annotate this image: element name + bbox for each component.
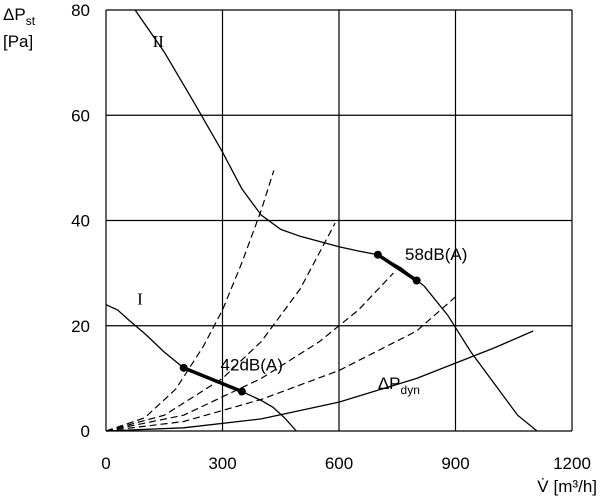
x-tick-label: 0 bbox=[101, 454, 110, 473]
y-tick-label: 40 bbox=[71, 212, 90, 231]
x-tick-label: 600 bbox=[325, 454, 353, 473]
operating-point-0-1 bbox=[412, 276, 421, 285]
y-tick-label: 60 bbox=[71, 106, 90, 125]
series-label: II bbox=[153, 32, 165, 51]
highlight-segment-1 bbox=[183, 366, 243, 394]
highlight-segment-0 bbox=[376, 253, 418, 282]
y-axis-unit: [Pa] bbox=[3, 32, 33, 51]
operating-point-1-0 bbox=[179, 363, 188, 372]
highlight-segments bbox=[179, 250, 421, 396]
curve-II bbox=[134, 9, 538, 432]
x-tick-label: 900 bbox=[441, 454, 469, 473]
dashed-curve-5 bbox=[105, 272, 394, 432]
x-axis-symbol: V̇ bbox=[537, 477, 549, 496]
operating-point-1-1 bbox=[237, 387, 246, 396]
dashed-curve-3 bbox=[105, 170, 275, 432]
x-tick-labels: 0 300 600 900 1200 bbox=[101, 454, 591, 473]
grid bbox=[105, 9, 573, 432]
y-axis-symbol-sub: st bbox=[26, 14, 36, 28]
series-label: ΔPdyn bbox=[378, 374, 420, 397]
dashed-curve-4 bbox=[105, 222, 336, 432]
curve-ΔPdyn bbox=[105, 330, 534, 432]
dashed-curve-6 bbox=[105, 296, 456, 432]
x-tick-label: 1200 bbox=[553, 454, 591, 473]
y-axis-symbol-main: ΔP bbox=[3, 5, 26, 24]
noise-level-label: 42dB(A) bbox=[221, 355, 283, 374]
y-tick-labels: 0 20 40 60 80 bbox=[71, 1, 90, 441]
operating-point-0-0 bbox=[373, 250, 382, 259]
x-axis-title: V̇ [m³/h] bbox=[537, 477, 597, 496]
x-tick-label: 300 bbox=[208, 454, 236, 473]
y-tick-label: 20 bbox=[71, 317, 90, 336]
dashed-curves bbox=[105, 170, 456, 432]
y-axis-symbol: ΔPst bbox=[3, 5, 36, 28]
y-tick-label: 80 bbox=[71, 1, 90, 20]
noise-level-label: 58dB(A) bbox=[405, 245, 467, 264]
series-label: I bbox=[137, 290, 143, 309]
y-tick-label: 0 bbox=[81, 422, 90, 441]
x-axis-unit: [m³/h] bbox=[554, 477, 597, 496]
